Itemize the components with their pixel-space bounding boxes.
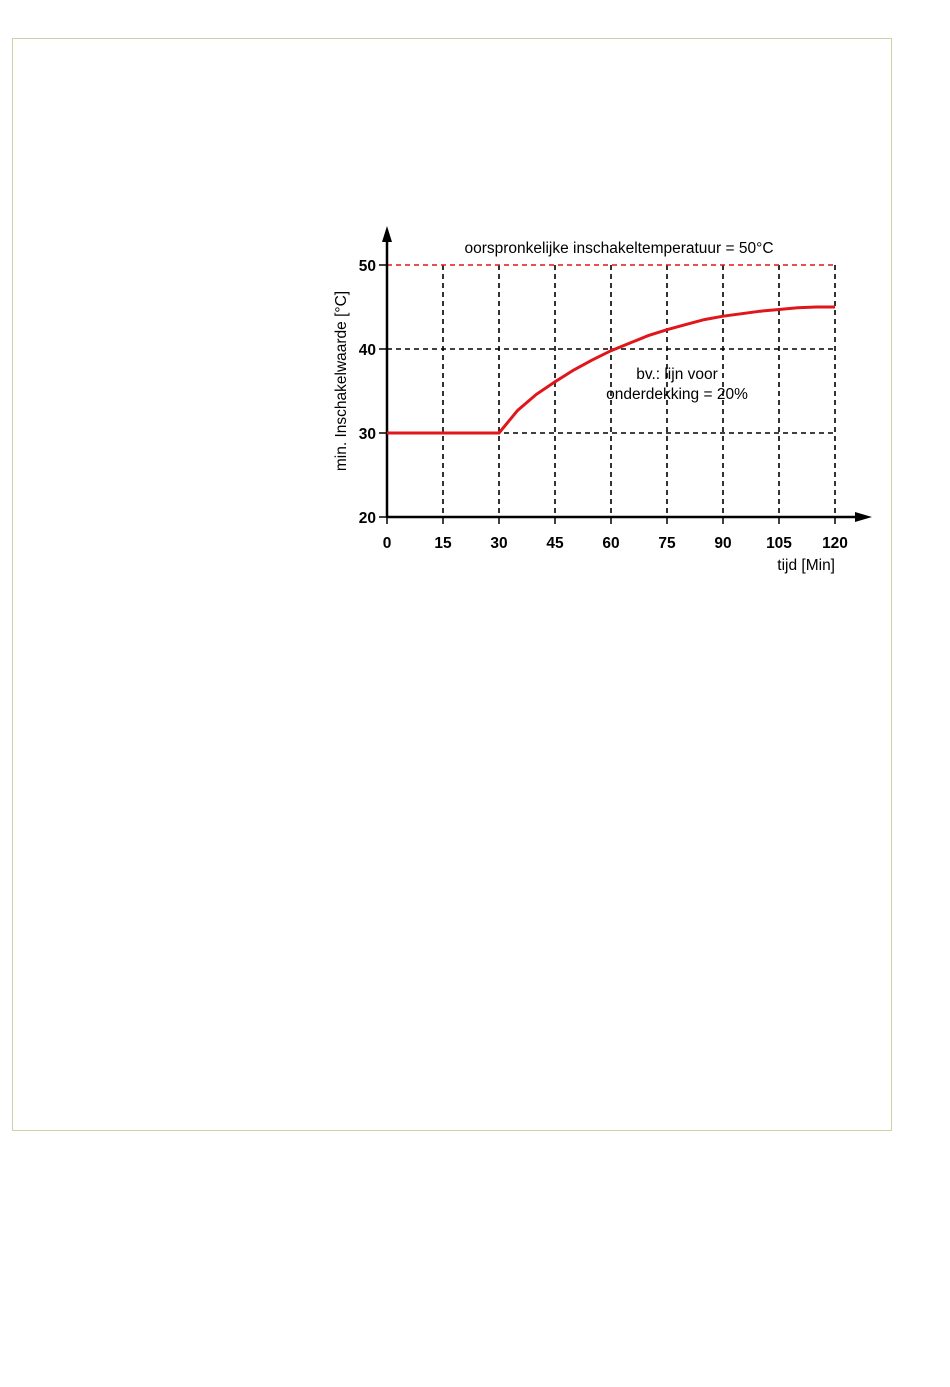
x-tick-label-45: 45 — [546, 535, 564, 552]
y-axis-label: min. Inschakelwaarde [°C] — [333, 291, 350, 471]
y-tick-label-20: 20 — [359, 510, 376, 527]
figure-frame — [12, 38, 892, 1131]
x-tick-label-0: 0 — [383, 535, 392, 552]
x-tick-label-60: 60 — [602, 535, 619, 552]
grid — [387, 264, 836, 517]
x-axis-label: tijd [Min] — [777, 557, 835, 574]
x-tick-label-120: 120 — [822, 535, 848, 552]
x-tick-label-90: 90 — [714, 535, 731, 552]
x-axis-arrow — [855, 512, 872, 522]
x-tick-label-15: 15 — [434, 535, 452, 552]
reference-label: oorspronkelijke inschakeltemperatuur = 5… — [464, 240, 773, 257]
x-tick-label-105: 105 — [766, 535, 792, 552]
axes — [382, 226, 872, 522]
y-tick-label-40: 40 — [359, 342, 376, 359]
x-tick-label-75: 75 — [658, 535, 676, 552]
annotation-line-2: onderdekking = 20% — [606, 386, 748, 403]
x-tick-label-30: 30 — [490, 535, 507, 552]
y-axis-arrow — [382, 226, 392, 242]
y-tick-label-30: 30 — [359, 426, 376, 443]
y-tick-label-50: 50 — [359, 258, 376, 275]
annotation-line-1: bv.: lijn voor — [636, 366, 718, 383]
ticks: 20 30 40 50 0 15 30 45 60 75 90 105 120 — [359, 258, 848, 552]
series-line — [387, 305, 835, 435]
